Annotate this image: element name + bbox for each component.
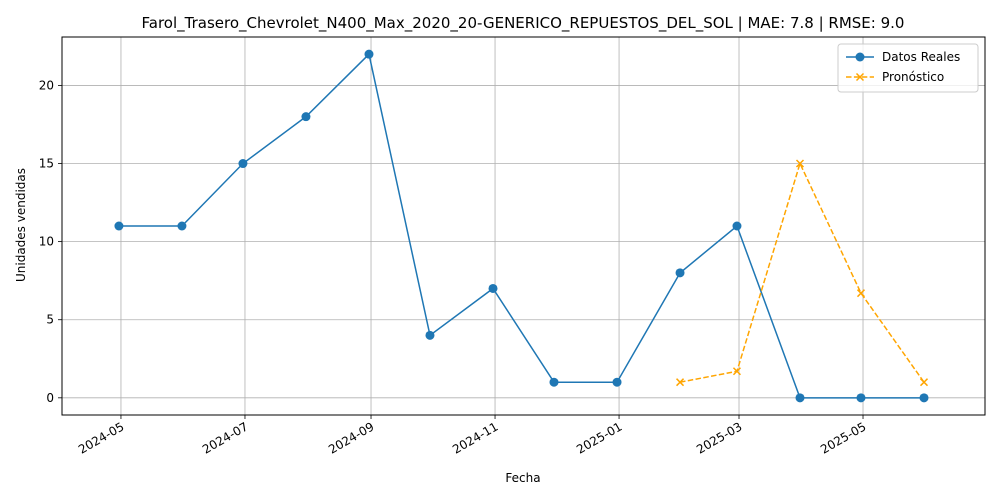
data-point bbox=[919, 378, 929, 387]
legend-label: Pronóstico bbox=[882, 70, 944, 84]
grid-layer bbox=[62, 37, 985, 415]
data-point bbox=[732, 367, 741, 376]
data-point bbox=[732, 221, 742, 231]
data-point bbox=[549, 377, 559, 387]
data-point bbox=[238, 159, 248, 169]
data-point bbox=[488, 283, 498, 293]
data-point bbox=[177, 221, 187, 231]
series-line bbox=[118, 52, 925, 399]
legend-marker bbox=[855, 52, 865, 62]
data-point bbox=[795, 393, 805, 403]
y-tick-label: 20 bbox=[39, 78, 54, 92]
x-axis-label: Fecha bbox=[505, 471, 540, 485]
data-point bbox=[364, 49, 374, 59]
data-point bbox=[675, 268, 685, 278]
series-line bbox=[679, 161, 925, 383]
series-forecast bbox=[676, 159, 929, 387]
chart-title: Farol_Trasero_Chevrolet_N400_Max_2020_20… bbox=[142, 14, 905, 33]
y-tick-label: 10 bbox=[39, 235, 54, 249]
data-point bbox=[301, 112, 311, 122]
y-tick-label: 15 bbox=[39, 157, 54, 171]
data-point bbox=[676, 378, 685, 387]
data-point bbox=[856, 393, 866, 403]
legend-label: Datos Reales bbox=[882, 50, 960, 64]
data-point bbox=[425, 330, 435, 340]
legend-marker bbox=[855, 72, 865, 82]
data-point bbox=[114, 221, 124, 231]
y-tick-label: 0 bbox=[46, 391, 54, 405]
data-point bbox=[919, 393, 929, 403]
legend: Datos Reales Pronóstico bbox=[837, 43, 979, 93]
data-point bbox=[612, 377, 622, 387]
series-actual bbox=[114, 49, 929, 403]
data-point bbox=[795, 159, 805, 168]
plot-area-frame bbox=[61, 36, 986, 416]
legend-box bbox=[837, 43, 979, 93]
series-layer bbox=[114, 49, 929, 403]
y-tick-label: 5 bbox=[46, 313, 54, 327]
y-axis-label: Unidades vendidas bbox=[14, 168, 28, 282]
data-point bbox=[856, 289, 866, 298]
